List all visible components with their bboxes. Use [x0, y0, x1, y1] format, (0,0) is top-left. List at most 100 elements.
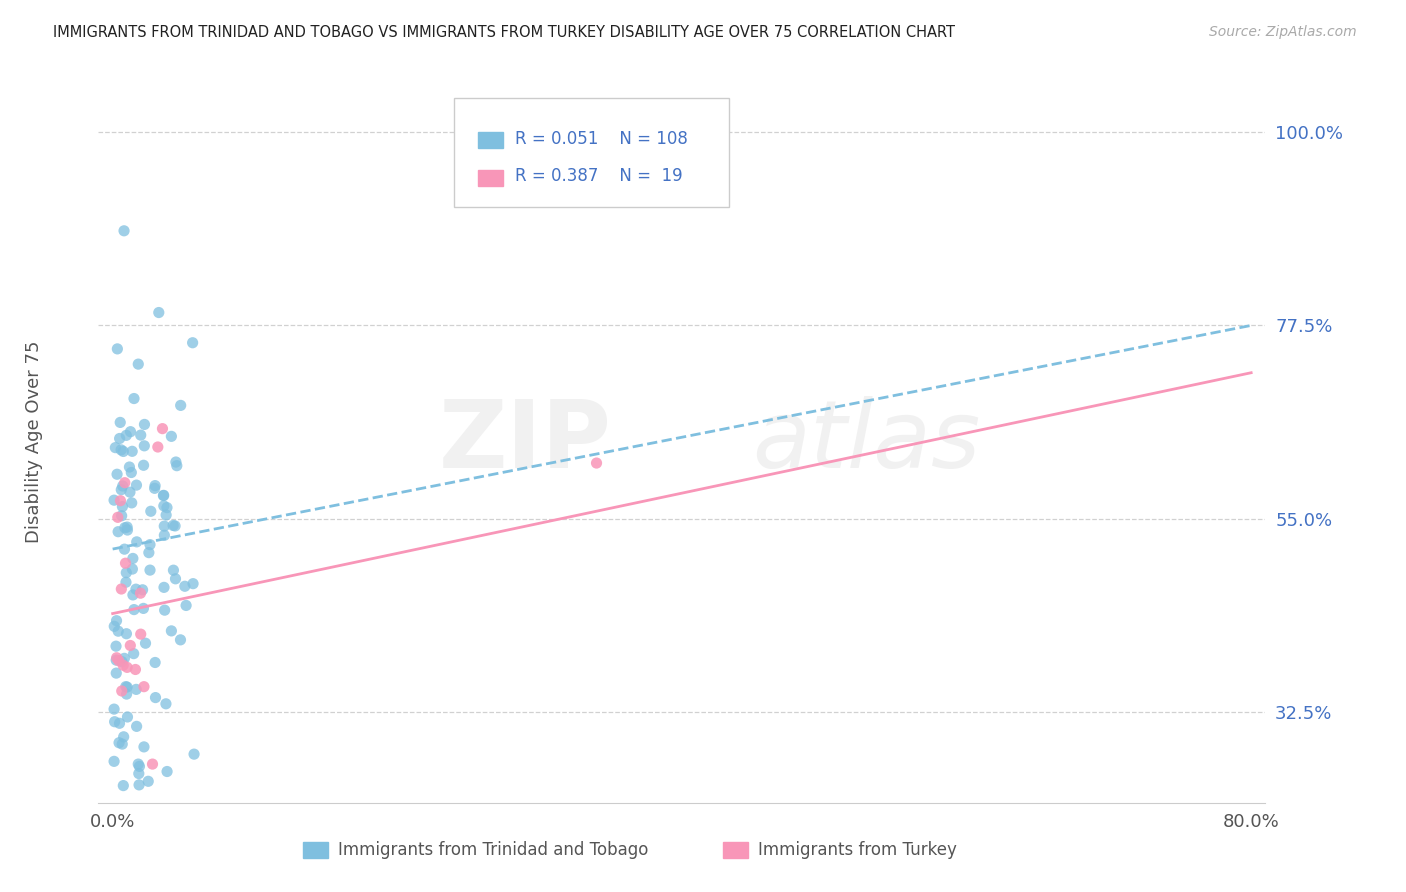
Point — [115, 687, 138, 701]
Point — [117, 523, 139, 537]
Point — [128, 766, 150, 780]
Point — [112, 224, 135, 238]
Point — [153, 603, 176, 617]
Point — [112, 444, 135, 458]
Point — [132, 739, 155, 754]
Point — [115, 660, 138, 674]
Point — [115, 680, 138, 694]
Point — [143, 478, 166, 492]
Point — [112, 658, 135, 673]
Text: IMMIGRANTS FROM TRINIDAD AND TOBAGO VS IMMIGRANTS FROM TURKEY DISABILITY AGE OVE: IMMIGRANTS FROM TRINIDAD AND TOBAGO VS I… — [53, 25, 956, 40]
Point — [153, 580, 176, 594]
Point — [129, 428, 152, 442]
Point — [107, 654, 129, 668]
Point — [181, 576, 204, 591]
Point — [129, 586, 152, 600]
Point — [112, 651, 135, 665]
Point — [156, 764, 179, 779]
Point — [128, 778, 150, 792]
Point — [103, 493, 125, 508]
Point — [103, 619, 125, 633]
Point — [153, 499, 176, 513]
Point — [108, 716, 131, 731]
Point — [165, 455, 187, 469]
Point — [105, 639, 128, 653]
Point — [120, 466, 142, 480]
Point — [139, 563, 162, 577]
Text: R = 0.387    N =  19: R = 0.387 N = 19 — [515, 168, 683, 186]
Bar — [478, 169, 503, 186]
Point — [107, 624, 129, 639]
Point — [111, 500, 134, 514]
Point — [103, 755, 125, 769]
Bar — [723, 842, 748, 858]
Point — [110, 582, 132, 596]
Point — [156, 500, 179, 515]
Point — [111, 655, 134, 669]
Point — [166, 458, 188, 473]
Point — [114, 521, 136, 535]
Point — [160, 624, 183, 638]
Point — [114, 475, 136, 490]
Point — [125, 534, 148, 549]
Point — [143, 481, 166, 495]
Point — [153, 519, 176, 533]
Point — [121, 551, 143, 566]
Point — [121, 496, 143, 510]
Point — [132, 458, 155, 473]
Point — [132, 680, 155, 694]
Point — [174, 599, 197, 613]
Point — [145, 690, 167, 705]
Point — [107, 524, 129, 539]
Point — [114, 556, 136, 570]
Point — [165, 572, 187, 586]
Point — [162, 518, 184, 533]
Text: Immigrants from Turkey: Immigrants from Turkey — [758, 841, 956, 859]
Point — [103, 702, 125, 716]
Point — [131, 582, 153, 597]
Point — [129, 627, 152, 641]
Point — [155, 697, 177, 711]
Point — [110, 493, 132, 508]
Point — [134, 439, 156, 453]
Point — [105, 650, 128, 665]
Point — [136, 774, 159, 789]
Point — [108, 736, 131, 750]
Text: ZIP: ZIP — [439, 395, 612, 488]
Point — [104, 441, 127, 455]
Point — [153, 528, 176, 542]
Point — [124, 663, 146, 677]
Text: Immigrants from Trinidad and Tobago: Immigrants from Trinidad and Tobago — [337, 841, 648, 859]
Point — [169, 632, 191, 647]
Point — [108, 432, 131, 446]
Point — [152, 488, 174, 502]
Point — [110, 483, 132, 497]
Point — [105, 467, 128, 482]
Point — [117, 710, 139, 724]
Point — [170, 398, 193, 412]
Y-axis label: Disability Age Over 75: Disability Age Over 75 — [25, 340, 42, 543]
Point — [121, 562, 143, 576]
Point — [111, 508, 134, 523]
Point — [148, 305, 170, 319]
Point — [125, 478, 148, 492]
Point — [141, 757, 163, 772]
Text: atlas: atlas — [752, 396, 980, 487]
Point — [165, 519, 187, 533]
Point — [162, 563, 184, 577]
Point — [105, 614, 128, 628]
Point — [127, 357, 149, 371]
Point — [585, 456, 607, 470]
Point — [112, 779, 135, 793]
Point — [139, 504, 162, 518]
Point — [118, 485, 141, 500]
Point — [112, 730, 135, 744]
Bar — [302, 842, 329, 858]
Point — [120, 425, 142, 439]
Point — [111, 479, 134, 493]
Point — [132, 601, 155, 615]
Point — [125, 582, 148, 597]
Point — [105, 342, 128, 356]
Point — [138, 546, 160, 560]
FancyBboxPatch shape — [454, 98, 728, 207]
